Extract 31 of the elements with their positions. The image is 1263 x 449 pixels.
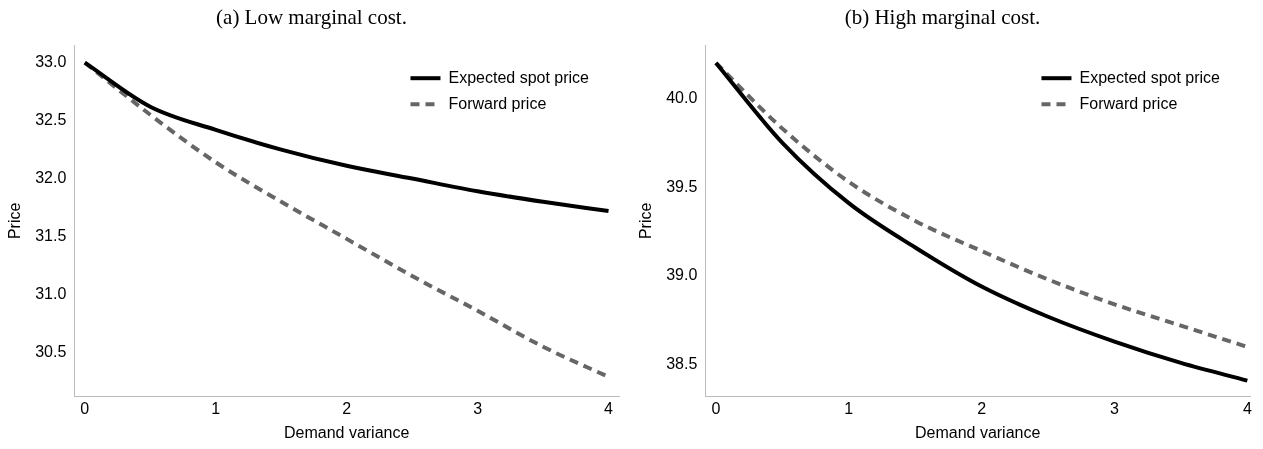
x-tick-label: 1 (211, 399, 221, 417)
y-tick-label: 32.5 (35, 110, 67, 128)
x-tick-label: 2 (342, 399, 352, 417)
legend-label: Forward price (1079, 94, 1178, 112)
y-axis-title: Price (637, 202, 655, 240)
y-tick-label: 31.0 (35, 284, 67, 302)
y-tick-label: 30.5 (35, 342, 67, 360)
x-tick-label: 4 (604, 399, 614, 417)
x-axis-title: Demand variance (283, 423, 410, 441)
chart-title: (b) High marginal cost. (844, 5, 1041, 30)
legend-label: Expected spot price (448, 68, 590, 86)
x-tick-label: 3 (1110, 399, 1120, 417)
y-axis-title: Price (6, 202, 24, 240)
y-tick-label: 31.5 (35, 226, 67, 244)
x-tick-label: 2 (977, 399, 987, 417)
legend-label: Forward price (448, 94, 547, 112)
y-tick-label: 40.0 (666, 88, 698, 106)
y-tick-label: 32.0 (35, 168, 67, 186)
x-axis-title: Demand variance (914, 423, 1041, 441)
x-tick-label: 0 (80, 399, 90, 417)
line-series (82, 60, 611, 214)
y-tick-label: 39.5 (666, 177, 698, 195)
x-tick-label: 4 (1242, 399, 1252, 417)
y-tick-label: 39.0 (666, 266, 698, 284)
y-tick-label: 33.0 (35, 53, 67, 70)
x-tick-label: 3 (473, 399, 483, 417)
x-tick-label: 1 (844, 399, 854, 417)
chart-title: (a) Low marginal cost. (216, 5, 407, 30)
y-tick-label: 38.5 (666, 355, 698, 373)
legend-label: Expected spot price (1079, 68, 1221, 86)
x-tick-label: 0 (711, 399, 721, 417)
